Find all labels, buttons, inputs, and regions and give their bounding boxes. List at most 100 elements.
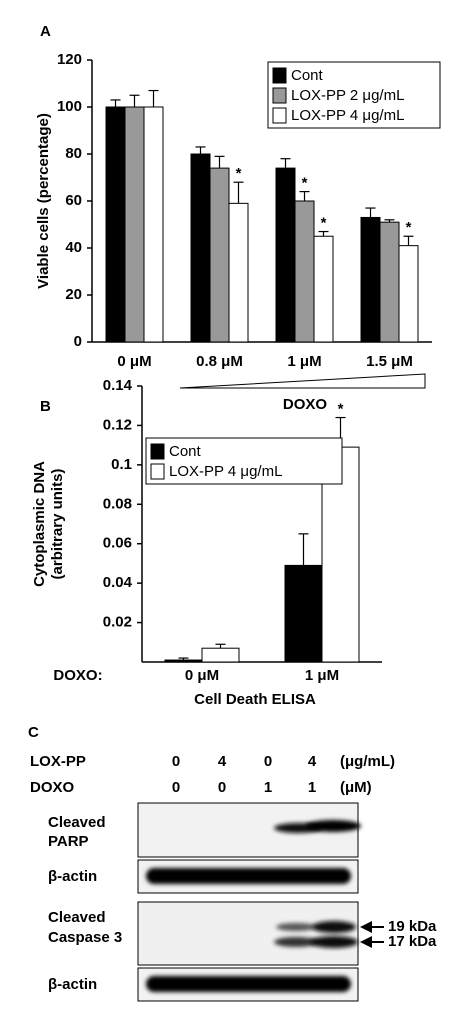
legend-label: LOX-PP 2 μg/mL [291,87,404,104]
x-tick-label: 0 μM [117,353,151,370]
x-tick-label: 1 μM [287,353,321,370]
band [310,936,358,948]
size-marker: 19 kDa [388,918,437,935]
legend-swatch [272,107,287,124]
blot-images [137,802,384,1002]
bar [190,153,211,343]
row-value: 0 [264,753,272,770]
band [146,976,351,992]
y-tick-label: 100 [57,98,82,115]
error-bar [129,94,140,107]
row-value: 1 [308,779,316,796]
legend-swatch [150,463,165,480]
legend-swatch [150,443,165,460]
row-unit: (μg/mL) [340,753,395,770]
error-bar [403,235,414,246]
error-bar [110,99,121,107]
band [146,868,351,884]
legend-box [145,437,343,485]
bar [143,106,164,343]
legend-label: LOX-PP 4 μg/mL [169,463,282,480]
y-axis-label: Cytoplasmic DNA [31,461,48,587]
y-axis-label: Viable cells (percentage) [35,113,52,289]
arrow [360,921,372,933]
significance-marker: * [302,175,308,192]
row-value: 0 [218,779,226,796]
significance-marker: * [321,215,327,232]
panel-label: A [40,23,51,40]
bar [164,659,203,663]
bar [201,647,240,663]
legend-box [267,61,441,129]
error-bar [148,89,159,107]
legend-swatch [272,87,287,104]
error-bar [384,219,395,223]
category-axis-label: DOXO: [53,667,102,684]
row-label: LOX-PP [30,753,86,770]
row-label: DOXO [30,779,75,796]
error-bar [280,158,291,169]
legend-swatch [272,67,287,84]
row-value: 1 [264,779,272,796]
row-unit: (μM) [340,779,372,796]
doxo-wedge [179,373,426,389]
bar [228,202,249,343]
bar [360,216,381,343]
error-bar [214,155,225,169]
error-bar [233,181,244,204]
y-tick-label: 0.02 [103,614,132,631]
bar [124,106,145,343]
row-value: 4 [308,753,317,770]
blot-label: PARP [48,833,89,850]
blot-label: β-actin [48,868,97,885]
bar [209,167,230,343]
y-tick-label: 40 [65,239,82,256]
x-axis-label: Cell Death ELISA [194,691,316,708]
bar [398,245,419,343]
blot [137,901,359,966]
legend-label: Cont [169,443,202,460]
y-tick-label: 0.08 [103,495,132,512]
error-bar [195,146,206,154]
band [274,937,318,947]
significance-marker: * [338,401,344,418]
y-tick-label: 120 [57,51,82,68]
x-axis-label: DOXO [283,396,328,413]
y-tick-label: 0.12 [103,416,132,433]
blot-label: Cleaved [48,814,106,831]
error-bar [299,191,310,201]
y-tick-label: 0.04 [103,574,133,591]
error-bar [298,533,309,566]
error-bar [365,207,376,218]
x-tick-label: 1 μM [305,667,339,684]
bar [275,167,296,343]
band [276,923,316,931]
error-bar [215,643,226,649]
x-tick-label: 0.8 μM [196,353,243,370]
y-tick-label: 20 [65,286,82,303]
significance-marker: * [406,219,412,236]
bar [105,106,126,343]
legend-label: Cont [291,67,324,84]
y-tick-label: 80 [65,145,82,162]
y-axis-label: (arbitrary units) [49,469,66,580]
y-tick-label: 0.14 [103,377,133,394]
legend-label: LOX-PP 4 μg/mL [291,107,404,124]
error-bar [318,230,329,237]
blot-label: β-actin [48,976,97,993]
y-tick-label: 60 [65,192,82,209]
error-bar [178,657,189,661]
y-tick-label: 0 [74,333,82,350]
size-marker: 17 kDa [388,933,437,950]
band [305,820,361,832]
band [312,921,356,933]
bar [313,235,334,343]
blot-label: Cleaved [48,909,106,926]
blot-label: Caspase 3 [48,929,122,946]
row-value: 4 [218,753,227,770]
x-tick-label: 0 μM [185,667,219,684]
arrow [360,936,372,948]
panel-label: B [40,398,51,415]
